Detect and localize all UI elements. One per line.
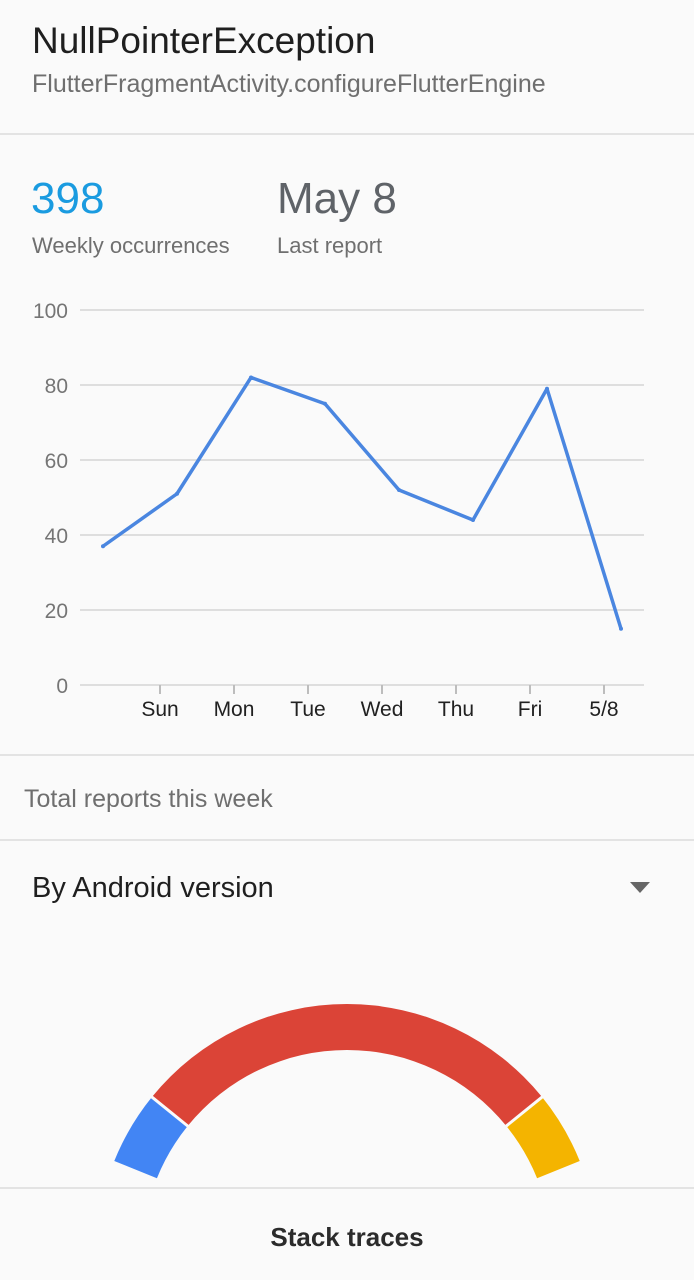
page-subtitle: FlutterFragmentActivity.configureFlutter… — [32, 70, 546, 98]
breakdown-title: By Android version — [32, 872, 274, 904]
occurrences-line-chart: 0 20 40 60 80 100 Sun Mon Tue Wed Thu Fri 5/8 — [33, 300, 644, 721]
donut-separator — [149, 1094, 191, 1129]
stack-traces-button[interactable]: Stack traces — [270, 1222, 424, 1252]
data-point — [619, 626, 623, 631]
x-tick-label: Thu — [438, 698, 474, 721]
donut-slice-red — [151, 1004, 543, 1126]
data-point — [323, 401, 327, 406]
page-title: NullPointerException — [32, 20, 376, 61]
x-tick-label: Sun — [141, 698, 178, 721]
x-tick-label: Tue — [290, 698, 325, 721]
last-report-value: May 8 — [277, 174, 397, 223]
x-tick-label: Fri — [518, 698, 543, 721]
y-tick-label: 100 — [33, 300, 68, 323]
y-tick-label: 40 — [45, 525, 68, 548]
weekly-occurrences-value: 398 — [31, 174, 105, 223]
y-tick-label: 80 — [45, 375, 68, 398]
donut-slice-blue — [114, 1097, 188, 1179]
data-point — [249, 375, 253, 380]
weekly-occurrences-label: Weekly occurrences — [32, 233, 230, 258]
y-tick-label: 0 — [56, 675, 68, 698]
chart-divider — [0, 754, 694, 756]
caret-down-icon[interactable] — [628, 880, 652, 896]
donut-slice-yellow — [506, 1097, 580, 1179]
donut-separator — [503, 1094, 545, 1129]
x-tick-label: Mon — [214, 698, 255, 721]
last-report-label: Last report — [277, 233, 383, 258]
data-point — [471, 518, 475, 522]
data-point — [397, 488, 401, 492]
y-tick-label: 60 — [45, 450, 68, 473]
total-reports-label: Total reports this week — [24, 785, 273, 813]
bottom-bar: Stack traces — [0, 1187, 694, 1280]
data-point — [175, 491, 179, 496]
series-line — [101, 375, 623, 631]
data-point — [545, 386, 549, 391]
data-point — [101, 544, 105, 549]
section-divider — [0, 839, 694, 841]
header-divider — [0, 133, 694, 135]
x-tick-label: 5/8 — [589, 698, 618, 721]
android-version-donut-chart — [114, 1004, 580, 1179]
y-tick-label: 20 — [45, 600, 68, 623]
x-tick-label: Wed — [361, 698, 404, 721]
